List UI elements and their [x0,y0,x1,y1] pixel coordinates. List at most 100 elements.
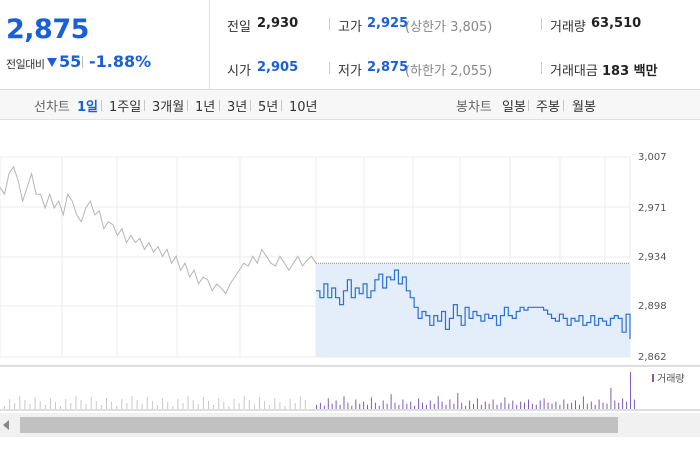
scroll-left-arrow-icon[interactable] [3,420,9,430]
period-1day[interactable]: 1일 [77,100,99,115]
prev-volume-bar [299,396,301,409]
candle-weekly[interactable]: 주봉 [536,100,560,115]
prev-volume-bar [284,406,286,409]
prev-volume-bar [44,405,46,409]
volume-bar [469,400,471,409]
volume-bar [594,404,596,409]
volume-bar [359,403,361,409]
period-3month[interactable]: 3개월 [152,100,185,115]
volume-bar [633,399,635,409]
volume-bar [339,404,341,409]
volume-bar [559,404,561,409]
prev-volume-bar [126,403,128,409]
prev-volume-bar [85,404,87,409]
volume-bar [630,372,631,409]
prev-volume-bar [167,402,169,409]
prev-volume-bar [192,400,194,409]
volume-bar [622,398,624,409]
current-price: 2,875 [6,14,89,45]
prev-volume-bar [29,404,31,409]
trade-amount-value: 183 백만 [602,64,658,79]
prev-volume-bar [269,405,271,409]
volume-bar [367,404,368,409]
prev-volume-bar [60,406,62,409]
volume-bar [484,401,486,409]
candle-chart-label: 봉차트 [456,100,492,115]
volume-bar [614,400,616,409]
volume-bar [449,399,451,409]
divider [541,62,542,74]
prev-volume-bar [264,401,266,409]
quote-summary: 2,875 전일대비 55 -1.88% 전일 2,930 고가 2,925 (… [0,0,700,90]
volume-bar [610,387,612,409]
volume-bar [535,404,537,409]
down-triangle-icon [47,58,57,67]
chart-scrollbar[interactable] [0,413,700,437]
prev-volume-bar [187,396,189,409]
y-tick-label: 2,971 [638,203,667,214]
prev-volume-bar [157,405,158,409]
volume-bar [386,403,388,409]
line-chart-label: 선차트 [34,100,70,115]
prev-close-value: 2,930 [257,16,299,31]
volume-bar [457,393,459,409]
volume-legend: 거래량 [657,373,685,385]
volume-bar [410,401,412,409]
upper-limit: (상한가 3,805) [405,20,493,35]
prev-volume-bar [172,406,174,409]
period-toolbar: 선차트 1일 1주일 3개월 1년 3년 5년 10년 봉차트 일봉 주봉 월봉 [0,90,700,120]
prev-volume-bar [304,400,306,409]
period-3year[interactable]: 3년 [227,100,248,115]
price-box: 2,875 전일대비 55 -1.88% [0,0,210,89]
volume-bar [398,404,400,409]
low-label: 저가 [338,64,362,79]
volume-bar [370,397,372,409]
footer-space [0,437,700,450]
volume-bar [571,402,573,409]
volume-bar [473,403,474,409]
volume-bar [335,400,337,409]
volume-bars [4,372,635,409]
prev-volume-bar [80,400,82,409]
period-1week[interactable]: 1주일 [109,100,142,115]
prev-volume-bar [9,399,11,409]
volume-bar [590,401,592,409]
volume-bar [586,403,588,409]
volume-bar [351,405,353,409]
volume-bar [626,401,628,409]
period-10year[interactable]: 10년 [289,100,318,115]
low-value: 2,875 [367,60,409,75]
period-5year[interactable]: 5년 [258,100,279,115]
volume-bar [363,401,365,409]
volume-bar [374,402,376,409]
volume-bar [319,402,321,409]
change-value: 55 [59,52,82,71]
volume-bar [414,405,416,409]
divider [82,56,83,68]
prev-volume-bar [253,404,255,409]
period-1year[interactable]: 1년 [195,100,216,115]
prev-volume-bar [55,402,56,409]
divider [250,100,251,111]
prev-volume-bar [24,400,26,409]
price-chart[interactable]: 3,007 2,971 2,934 2,898 2,862 거래량 [0,120,700,413]
volume-bar [425,404,427,409]
volume-label: 거래량 [550,20,586,35]
prev-volume-bar [289,399,291,409]
change-rate: -1.88% [89,52,152,71]
prev-volume-bar [279,402,281,409]
prev-volume-bar [238,403,240,409]
prev-volume-bar [243,396,245,409]
candle-daily[interactable]: 일봉 [502,100,526,115]
prev-volume-bar [49,398,51,409]
prev-volume-bar [121,399,123,409]
prev-volume-bar [248,400,250,409]
volume-bar [316,404,317,409]
scroll-thumb[interactable] [20,417,618,433]
candle-monthly[interactable]: 월봉 [572,100,596,115]
y-tick-label: 3,007 [638,152,667,163]
prev-volume-bar [151,401,153,409]
volume-bar [465,405,467,409]
prev-volume-bar [95,401,97,409]
prev-close-label: 전일 [227,20,251,35]
